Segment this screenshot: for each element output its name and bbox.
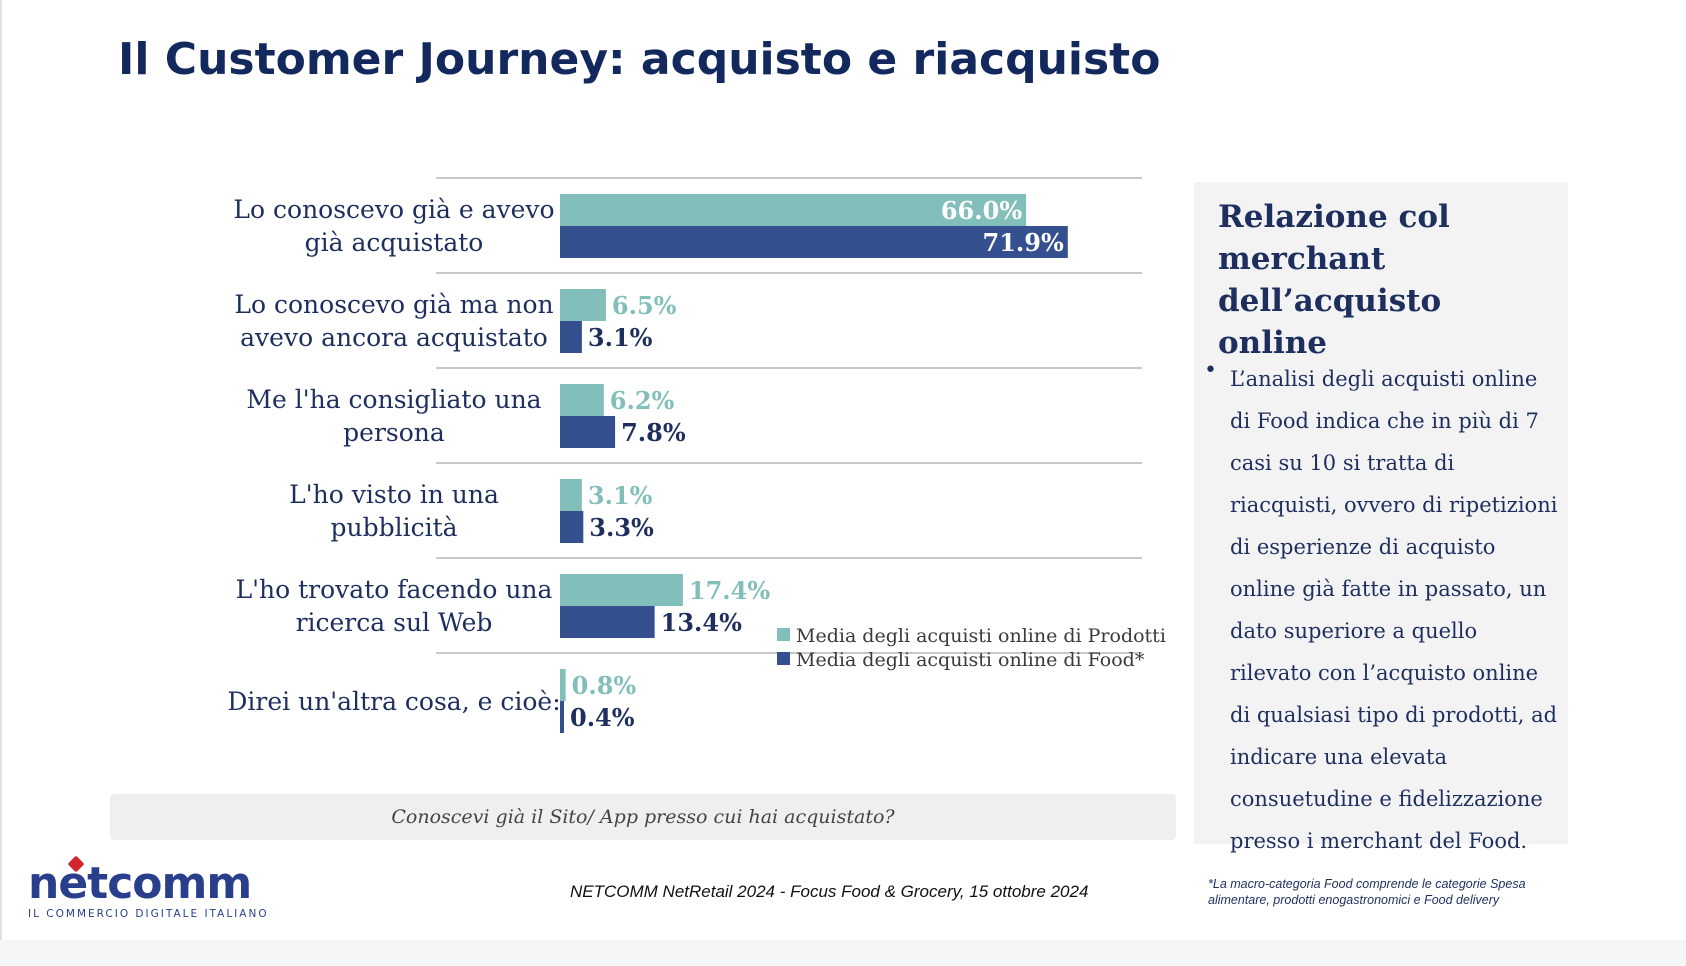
- category-label: Lo conoscevo già e avevo già acquistato: [233, 195, 554, 257]
- legend-label: Media degli acquisti online di Prodotti: [796, 625, 1166, 647]
- question-caption-box: Conoscevi già il Sito/ App presso cui ha…: [110, 794, 1176, 840]
- value-label: 6.5%: [612, 291, 677, 320]
- bar-prodotti: [560, 574, 683, 606]
- value-label: 71.9%: [983, 228, 1064, 257]
- logo-wordmark: netcomm: [28, 855, 269, 906]
- category-label-line: pubblicità: [330, 513, 457, 542]
- insight-text: L’analisi degli acquisti online di Food …: [1230, 367, 1558, 853]
- category-label-line: Lo conoscevo già ma non: [234, 290, 553, 319]
- legend-swatch: [777, 628, 790, 641]
- category-label: L'ho visto in una pubblicità: [289, 480, 499, 542]
- category-label-line: avevo ancora acquistato: [240, 323, 548, 352]
- slide: Il Customer Journey: acquisto e riacquis…: [0, 0, 1568, 940]
- bar-food: [560, 701, 564, 733]
- bar-food: [560, 416, 616, 448]
- chart-legend: Media degli acquisti online di ProdottiM…: [777, 625, 1166, 671]
- value-label: 0.8%: [572, 671, 637, 700]
- logo-tagline: IL COMMERCIO DIGITALE ITALIANO: [28, 908, 269, 920]
- legend-swatch: [777, 652, 790, 665]
- footnote: *La macro-categoria Food comprende le ca…: [1208, 877, 1526, 907]
- category-label-line: Me l'ha consigliato una: [246, 385, 541, 414]
- bar-chart: Lo conoscevo già e avevo già acquistatoLo…: [227, 177, 1166, 733]
- bullet-dot: •: [1204, 358, 1217, 383]
- bar-prodotti: [560, 289, 606, 321]
- bar-prodotti: [560, 669, 566, 701]
- bar-prodotti: [560, 479, 582, 511]
- value-label: 0.4%: [570, 703, 635, 732]
- bar-food: [560, 321, 582, 353]
- value-label: 6.2%: [610, 386, 675, 415]
- legend-label: Media degli acquisti online di Food*: [796, 649, 1145, 671]
- category-label-line: già acquistato: [305, 228, 484, 257]
- value-label: 66.0%: [941, 196, 1022, 225]
- category-label: Lo conoscevo già ma non avevo ancora acqu…: [234, 290, 553, 352]
- category-label: Direi un'altra cosa, e cioè:: [227, 687, 560, 716]
- netcomm-logo: netcomm IL COMMERCIO DIGITALE ITALIANO: [28, 855, 269, 920]
- chart-bars: [560, 194, 1068, 733]
- value-label: 17.4%: [689, 576, 770, 605]
- insight-title: Relazione col merchant dell’acquisto onl…: [1218, 199, 1450, 361]
- insight-panel: Relazione col merchant dell’acquisto onl…: [1194, 182, 1568, 853]
- bar-food: [560, 226, 1068, 258]
- category-labels: Lo conoscevo già e avevo già acquistatoLo…: [227, 195, 560, 716]
- category-label-line: ricerca sul Web: [296, 608, 493, 637]
- value-label: 3.1%: [588, 323, 653, 352]
- source-citation: NETCOMM NetRetail 2024 - Focus Food & Gr…: [570, 882, 1089, 901]
- category-label-line: persona: [343, 418, 445, 447]
- category-label: Me l'ha consigliato una persona: [246, 385, 541, 447]
- bar-food: [560, 511, 584, 543]
- value-label: 7.8%: [621, 418, 686, 447]
- bar-prodotti: [560, 384, 604, 416]
- value-label: 3.3%: [589, 513, 654, 542]
- value-label: 13.4%: [661, 608, 742, 637]
- bar-food: [560, 606, 655, 638]
- value-labels: 66.0% 71.9% 6.5% 3.1% 6.2% 7.8% 3.1% 3.3% 17.4% 1…: [570, 196, 1064, 732]
- value-label: 3.1%: [588, 481, 653, 510]
- category-label-line: L'ho visto in una: [289, 480, 499, 509]
- bar-prodotti: [560, 194, 1027, 226]
- page-title: Il Customer Journey: acquisto e riacquis…: [118, 34, 1161, 85]
- category-label-line: L'ho trovato facendo una: [236, 575, 553, 604]
- category-label-line: Lo conoscevo già e avevo: [233, 195, 554, 224]
- question-caption: Conoscevi già il Sito/ App presso cui ha…: [391, 806, 895, 828]
- category-label: L'ho trovato facendo una ricerca sul Web: [236, 575, 553, 637]
